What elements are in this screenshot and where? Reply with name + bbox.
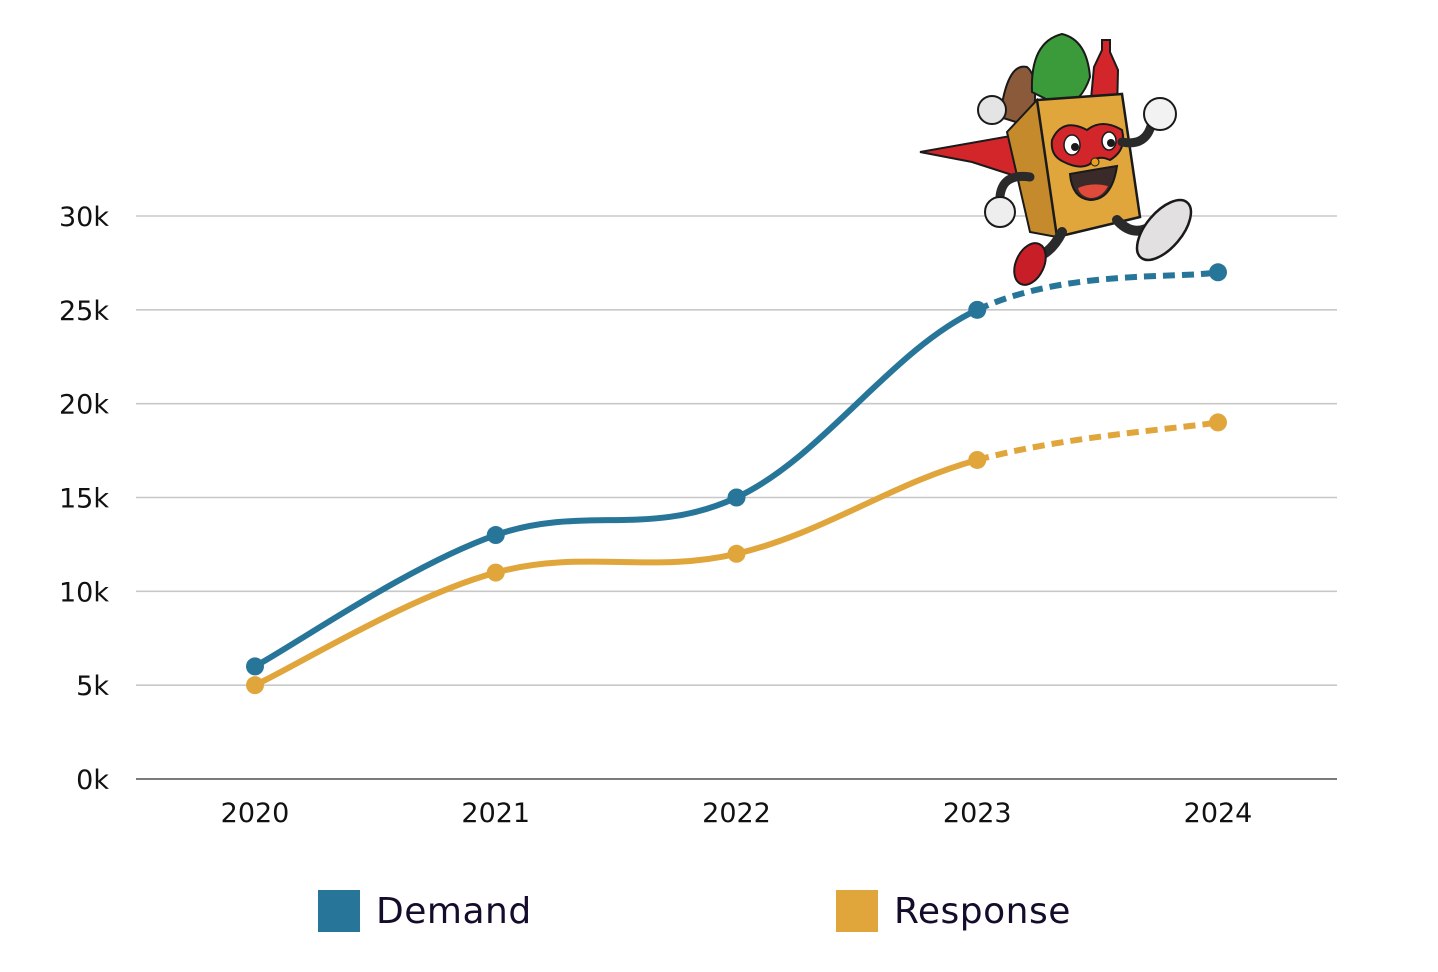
legend-item-demand[interactable]: Demand <box>318 888 532 934</box>
series-demand <box>246 263 1227 676</box>
right-shoe-shape <box>1135 198 1193 262</box>
x-tick-label: 2021 <box>461 798 530 829</box>
left-shoe-shape <box>1013 242 1047 286</box>
x-tick-label: 2024 <box>1184 798 1253 829</box>
x-tick-label: 2022 <box>702 798 771 829</box>
y-tick-label: 30k <box>59 202 109 233</box>
y-tick-label: 20k <box>59 390 109 421</box>
series <box>246 263 1227 695</box>
tongue-shape <box>1078 184 1108 198</box>
series-response <box>246 413 1227 695</box>
series-line-response <box>252 456 981 689</box>
left-hand-shape <box>984 196 1016 228</box>
nose-shape <box>1090 157 1100 167</box>
data-point-response-2024[interactable] <box>1209 413 1227 432</box>
legend-swatch-demand <box>318 890 360 932</box>
data-point-response-2020[interactable] <box>246 676 264 695</box>
data-point-response-2022[interactable] <box>727 544 746 563</box>
legend-item-response[interactable]: Response <box>836 888 1071 934</box>
legend: Demand Response <box>0 888 1438 938</box>
left-pupil-shape <box>1071 143 1079 151</box>
data-point-response-2021[interactable] <box>486 563 505 582</box>
y-tick-label: 0k <box>76 765 109 796</box>
data-point-demand-2020[interactable] <box>246 657 264 676</box>
grocery-bag-mascot-illustration <box>919 32 1193 286</box>
gridlines <box>136 215 1337 780</box>
series-projection-response <box>976 419 1219 463</box>
y-tick-label: 5k <box>76 671 109 702</box>
legend-swatch-response <box>836 890 878 932</box>
data-point-demand-2023[interactable] <box>968 300 987 319</box>
data-point-demand-2021[interactable] <box>486 526 505 545</box>
series-projection-demand <box>975 269 1219 313</box>
x-tick-label: 2020 <box>221 798 290 829</box>
right-fist-shape <box>1143 97 1177 131</box>
data-point-demand-2022[interactable] <box>727 488 746 507</box>
y-axis-ticks: 0k 5k 10k 15k 20k 25k 30k <box>59 202 109 796</box>
legend-label-response: Response <box>894 890 1071 932</box>
data-point-demand-2024[interactable] <box>1209 263 1227 282</box>
x-axis-ticks: 2020 2021 2022 2023 2024 <box>221 798 1253 829</box>
x-tick-label: 2023 <box>943 798 1012 829</box>
y-tick-label: 15k <box>59 484 109 515</box>
left-fist-shape <box>977 95 1007 125</box>
right-pupil-shape <box>1107 139 1115 147</box>
y-tick-label: 25k <box>59 296 109 327</box>
series-line-demand <box>252 306 981 670</box>
data-point-response-2023[interactable] <box>968 450 987 469</box>
y-tick-label: 10k <box>59 577 109 608</box>
legend-label-demand: Demand <box>376 890 532 932</box>
